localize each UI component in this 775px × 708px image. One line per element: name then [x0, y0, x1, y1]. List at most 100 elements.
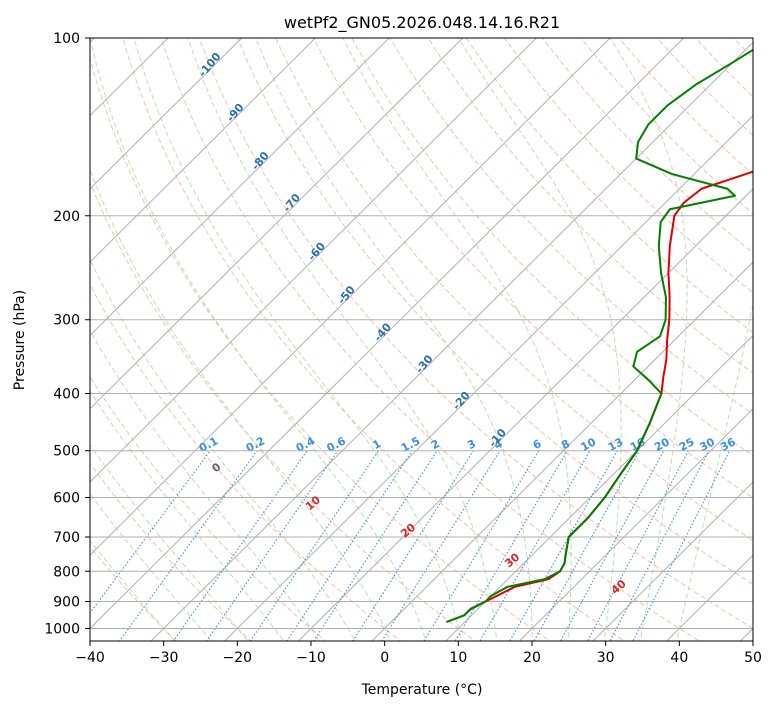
plot-frame: [89, 37, 754, 642]
mixing-ratio-label: 2: [429, 437, 442, 452]
isotherm-line: [90, 38, 538, 483]
mixing-ratio-line: [533, 450, 640, 641]
mixing-ratio-line: [609, 450, 710, 641]
dry-adiabat-label: 0: [209, 460, 223, 475]
isotherm-label: -60: [305, 240, 328, 264]
isotherm-line: [592, 481, 753, 641]
isotherm-line: [90, 38, 464, 410]
mixing-ratio-line: [118, 450, 258, 641]
y-tick-label: 100: [53, 31, 80, 47]
mixing-ratio-line: [479, 450, 591, 641]
moist-adiabat-line: [342, 38, 572, 641]
moist-adiabat-line: [90, 493, 212, 641]
x-tick-label: −10: [296, 650, 326, 666]
mixing-ratio-line: [205, 450, 339, 641]
mixing-ratio-line: [423, 450, 540, 641]
x-tick-label: 40: [670, 650, 688, 666]
isotherm-label: -40: [371, 320, 394, 344]
x-tick-label: −20: [223, 650, 253, 666]
moist-adiabat-line: [90, 443, 249, 641]
mixing-ratio-line: [313, 450, 438, 641]
dry-adiabat-line: [90, 56, 551, 641]
moist-adiabat-line: [133, 38, 462, 641]
isotherm-line: [666, 554, 753, 641]
moist-adiabat-line: [90, 38, 427, 641]
isotherm-label: -30: [413, 352, 436, 376]
y-tick-label: 400: [53, 387, 80, 403]
y-tick-label: 800: [53, 564, 80, 580]
y-tick-label: 600: [53, 490, 80, 506]
moist-adiabat-line: [90, 390, 285, 641]
isotherm-line: [518, 407, 753, 641]
dry-adiabat-line: [274, 38, 753, 542]
dry-adiabat-line: [313, 38, 753, 499]
y-tick-label: 700: [53, 530, 80, 546]
y-tick-label: 300: [53, 313, 80, 329]
dry-adiabat-line: [427, 38, 753, 374]
mixing-ratio-label: 3: [465, 437, 478, 452]
isotherm-line: [90, 38, 243, 190]
mixing-ratio-line: [172, 450, 308, 641]
isotherm-label: -100: [196, 50, 224, 80]
mixing-ratio-label: 1: [370, 437, 383, 452]
isotherm-line: [371, 261, 753, 641]
mixing-ratio-label: 30: [697, 435, 717, 454]
y-tick-label: 200: [53, 209, 80, 225]
isotherm-line: [224, 114, 753, 641]
x-tick-label: 10: [449, 650, 467, 666]
mixing-ratio-label: 10: [579, 435, 599, 454]
dry-adiabat-line: [90, 462, 252, 641]
moist-adiabat-line: [457, 38, 622, 641]
isotherm-label: -70: [280, 191, 303, 215]
dry-adiabat-line: [90, 546, 177, 641]
dry-adiabat-line: [732, 38, 753, 59]
dry-adiabat-line: [236, 38, 753, 585]
mixing-ratio-line: [286, 450, 413, 641]
x-tick-label: 0: [380, 650, 389, 666]
dry-adiabat-line: [503, 38, 753, 294]
chart-title: wetPf2_GN05.2026.048.14.16.R21: [284, 13, 560, 33]
mixing-ratio-label: 1.5: [399, 434, 422, 455]
mixing-ratio-label: 6: [531, 437, 544, 452]
isotherm-line: [90, 38, 611, 556]
mixing-ratio-label: 0.1: [197, 434, 220, 455]
y-tick-label: 1000: [44, 621, 80, 637]
moist-adiabat-line: [90, 329, 321, 641]
moist-adiabat-line: [90, 258, 356, 641]
mixing-ratio-label: 36: [718, 435, 738, 454]
dry-adiabat-line: [160, 38, 701, 641]
mixing-ratio-label: 25: [677, 435, 697, 454]
y-tick-label: 500: [53, 444, 80, 460]
isotherm-label: -20: [450, 389, 473, 413]
moist-adiabat-line: [90, 168, 392, 641]
mixing-ratio-line: [632, 450, 731, 641]
dry-adiabat-line: [198, 38, 753, 630]
x-axis-label: Temperature (°C): [361, 682, 483, 698]
y-axis-label: Pressure (hPa): [12, 290, 28, 390]
mixing-ratio-line: [381, 450, 501, 641]
dry-adiabat-line: [465, 38, 753, 334]
dry-adiabat-line: [90, 283, 402, 641]
x-tick-label: 20: [523, 650, 541, 666]
y-tick-label: 900: [53, 594, 80, 610]
mixing-ratio-line: [509, 450, 618, 641]
dry-adiabat-line: [745, 11, 775, 653]
mixing-ratio-line: [454, 450, 568, 641]
x-tick-label: 30: [597, 650, 615, 666]
isotherm-line: [90, 38, 317, 263]
moist-adiabat-line: [609, 38, 688, 641]
mixing-ratio-label: 0.4: [294, 434, 318, 455]
dry-adiabat-line: [90, 181, 476, 641]
isotherm-line: [90, 38, 390, 337]
mixing-ratio-line: [249, 450, 379, 641]
isotherm-line: [90, 38, 685, 630]
isotherm-label: -50: [335, 283, 358, 307]
mixing-ratio-label: 20: [652, 435, 672, 454]
moist-adiabat-line: [676, 301, 753, 641]
isotherm-label: -10: [486, 426, 509, 450]
x-tick-label: −40: [75, 650, 105, 666]
mixing-ratio-label: 13: [606, 435, 626, 454]
dry-adiabat-label: 20: [398, 521, 418, 541]
mixing-ratio-label: 0.6: [325, 434, 349, 455]
